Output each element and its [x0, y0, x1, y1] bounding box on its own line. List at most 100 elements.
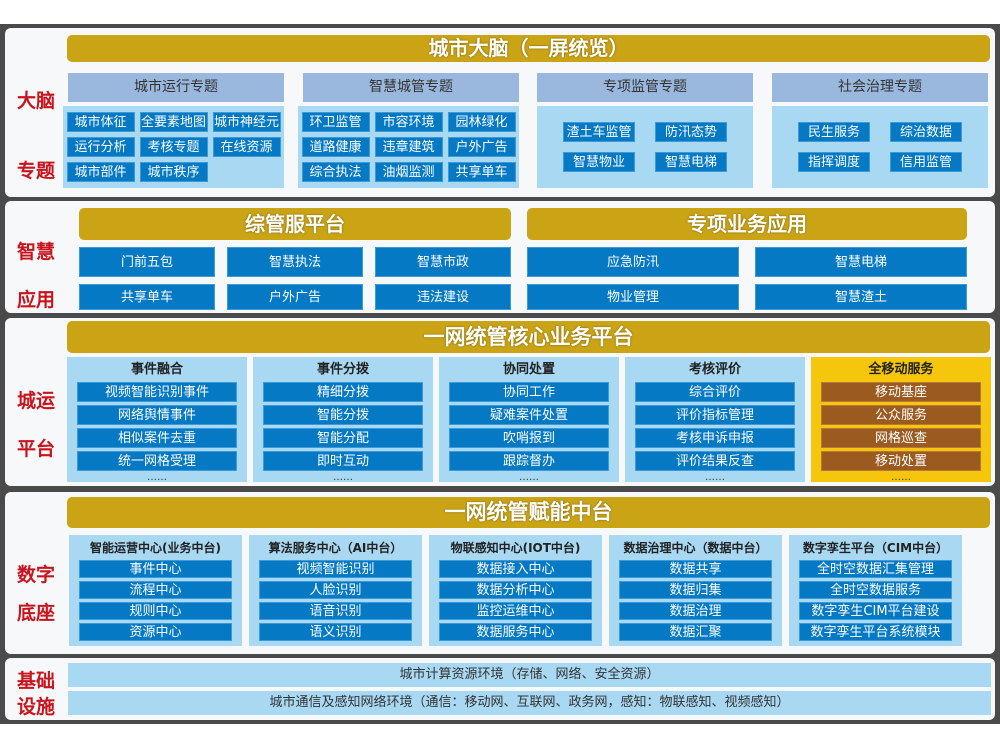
- service-item[interactable]: 资源中心: [79, 623, 232, 641]
- service-item[interactable]: 数据共享: [619, 560, 772, 578]
- topic-item[interactable]: 环卫监管: [301, 112, 370, 132]
- service-item[interactable]: 监控运维中心: [439, 602, 592, 620]
- app-item[interactable]: 门前五包: [79, 247, 215, 277]
- category-header: 城市运行专题: [68, 73, 284, 102]
- column-title: 智能运营中心(业务中台): [90, 541, 221, 555]
- service-item[interactable]: 数据治理: [619, 602, 772, 620]
- topic-item[interactable]: 指挥调度: [798, 152, 870, 172]
- module-item[interactable]: 网络舆情事件: [77, 405, 237, 425]
- topic-item[interactable]: 道路健康: [301, 137, 370, 157]
- service-item[interactable]: 语义识别: [259, 623, 412, 641]
- service-item[interactable]: 数据接入中心: [439, 560, 592, 578]
- module-item[interactable]: 智能分拨: [263, 405, 423, 425]
- module-item[interactable]: 评价结果反查: [635, 451, 795, 471]
- column-title: 事件融合: [130, 362, 183, 377]
- service-item[interactable]: 事件中心: [79, 560, 232, 578]
- module-item[interactable]: 网格巡查: [821, 428, 981, 448]
- column-title: 事件分拨: [316, 362, 369, 377]
- apps-side-label: 智慧 应用: [5, 201, 67, 313]
- topic-item[interactable]: 城市神经元: [212, 112, 281, 132]
- app-item[interactable]: 智慧执法: [227, 247, 363, 277]
- topic-item[interactable]: 防汛态势: [655, 122, 727, 142]
- service-item[interactable]: 规则中心: [79, 602, 232, 620]
- module-item[interactable]: 跟踪督办: [449, 451, 609, 471]
- topic-item[interactable]: 民生服务: [798, 122, 870, 142]
- app-item[interactable]: 智慧市政: [375, 247, 511, 277]
- more-ellipsis: ……: [147, 472, 167, 483]
- module-item[interactable]: 疑难案件处置: [449, 405, 609, 425]
- app-item[interactable]: 智慧电梯: [755, 247, 967, 277]
- app-item[interactable]: 共享单车: [79, 284, 215, 310]
- module-item[interactable]: 移动基座: [821, 382, 981, 402]
- service-item[interactable]: 人脸识别: [259, 581, 412, 599]
- app-item[interactable]: 户外广告: [227, 284, 363, 310]
- topic-item[interactable]: 市容环境: [374, 112, 443, 132]
- category-header: 智慧城管专题: [303, 73, 519, 102]
- topic-item[interactable]: 户外广告: [447, 137, 516, 157]
- app-item[interactable]: 物业管理: [527, 284, 739, 310]
- side-label-line: 数字: [16, 564, 55, 586]
- module-item[interactable]: 公众服务: [821, 405, 981, 425]
- topic-item[interactable]: 运行分析: [66, 137, 135, 157]
- category-body: 民生服务 综治数据 指挥调度 信用监管: [772, 106, 988, 188]
- more-ellipsis: ……: [705, 472, 725, 483]
- more-ellipsis: ……: [333, 472, 353, 483]
- topic-item[interactable]: 油烟监测: [374, 162, 443, 182]
- platform-column: 协同处置 协同工作 疑难案件处置 吹哨报到 跟踪督办……: [439, 357, 619, 483]
- service-item[interactable]: 数字孪生平台系统模块: [799, 623, 952, 641]
- topic-item[interactable]: 全要素地图: [139, 112, 208, 132]
- service-item[interactable]: 数据服务中心: [439, 623, 592, 641]
- apps-left-title: 综管服平台: [79, 208, 511, 240]
- topic-item[interactable]: 考核专题: [139, 137, 208, 157]
- infra-side-label: 基础 设施: [5, 658, 67, 720]
- side-label-line: 底座: [16, 602, 55, 624]
- base-column: 数字孪生平台（CIM中台） 全时空数据汇集管理 全时空数据服务 数字孪生CIM平台建设…: [789, 535, 962, 646]
- topic-item[interactable]: 智慧电梯: [655, 152, 727, 172]
- service-item[interactable]: 视频智能识别: [259, 560, 412, 578]
- topic-item[interactable]: 城市部件: [66, 162, 135, 182]
- module-item[interactable]: 精细分拨: [263, 382, 423, 402]
- module-item[interactable]: 移动处置: [821, 451, 981, 471]
- topic-item[interactable]: 在线资源: [212, 137, 281, 157]
- app-item[interactable]: 智慧渣土: [755, 284, 967, 310]
- module-item[interactable]: 协同工作: [449, 382, 609, 402]
- service-item[interactable]: 流程中心: [79, 581, 232, 599]
- module-item[interactable]: 视频智能识别事件: [77, 382, 237, 402]
- service-item[interactable]: 数字孪生CIM平台建设: [799, 602, 952, 620]
- module-item[interactable]: 综合评价: [635, 382, 795, 402]
- module-item[interactable]: 相似案件去重: [77, 428, 237, 448]
- topic-item[interactable]: 综治数据: [890, 122, 962, 142]
- topic-item[interactable]: 智慧物业: [563, 152, 635, 172]
- module-item[interactable]: 评价指标管理: [635, 405, 795, 425]
- topic-item[interactable]: 违章建筑: [374, 137, 443, 157]
- service-item[interactable]: 数据分析中心: [439, 581, 592, 599]
- platform-panel: 城运 平台 一网统管核心业务平台 事件融合 视频智能识别事件 网络舆情事件 相似案件去…: [5, 318, 995, 486]
- side-label-line: 平台: [16, 438, 55, 460]
- topic-item[interactable]: 城市秩序: [139, 162, 208, 182]
- topic-item[interactable]: 园林绿化: [447, 112, 516, 132]
- service-item[interactable]: 语音识别: [259, 602, 412, 620]
- service-item[interactable]: 全时空数据汇集管理: [799, 560, 952, 578]
- app-item[interactable]: 应急防汛: [527, 247, 739, 277]
- column-title: 数字孪生平台（CIM中台）: [802, 541, 949, 555]
- service-item[interactable]: 数据归集: [619, 581, 772, 599]
- base-column: 算法服务中心（AI中台） 视频智能识别 人脸识别 语音识别 语义识别: [249, 535, 422, 646]
- module-item[interactable]: 统一网格受理: [77, 451, 237, 471]
- module-item[interactable]: 智能分配: [263, 428, 423, 448]
- column-title: 数据治理中心（数据中台）: [623, 541, 768, 555]
- module-item[interactable]: 考核申诉申报: [635, 428, 795, 448]
- topic-item[interactable]: 信用监管: [890, 152, 962, 172]
- column-title: 考核评价: [688, 362, 741, 377]
- topic-item[interactable]: 综合执法: [301, 162, 370, 182]
- more-ellipsis: ……: [519, 472, 539, 483]
- service-item[interactable]: 数据汇聚: [619, 623, 772, 641]
- app-item[interactable]: 违法建设: [375, 284, 511, 310]
- brain-side-label: 大脑 专题: [5, 28, 67, 197]
- category-body: 城市体征 全要素地图 城市神经元运行分析 考核专题 在线资源城市部件 城市秩序: [63, 106, 284, 188]
- topic-item[interactable]: 渣土车监管: [563, 122, 635, 142]
- topic-item[interactable]: 城市体征: [66, 112, 135, 132]
- module-item[interactable]: 即时互动: [263, 451, 423, 471]
- module-item[interactable]: 吹哨报到: [449, 428, 609, 448]
- topic-item[interactable]: 共享单车: [447, 162, 516, 182]
- service-item[interactable]: 全时空数据服务: [799, 581, 952, 599]
